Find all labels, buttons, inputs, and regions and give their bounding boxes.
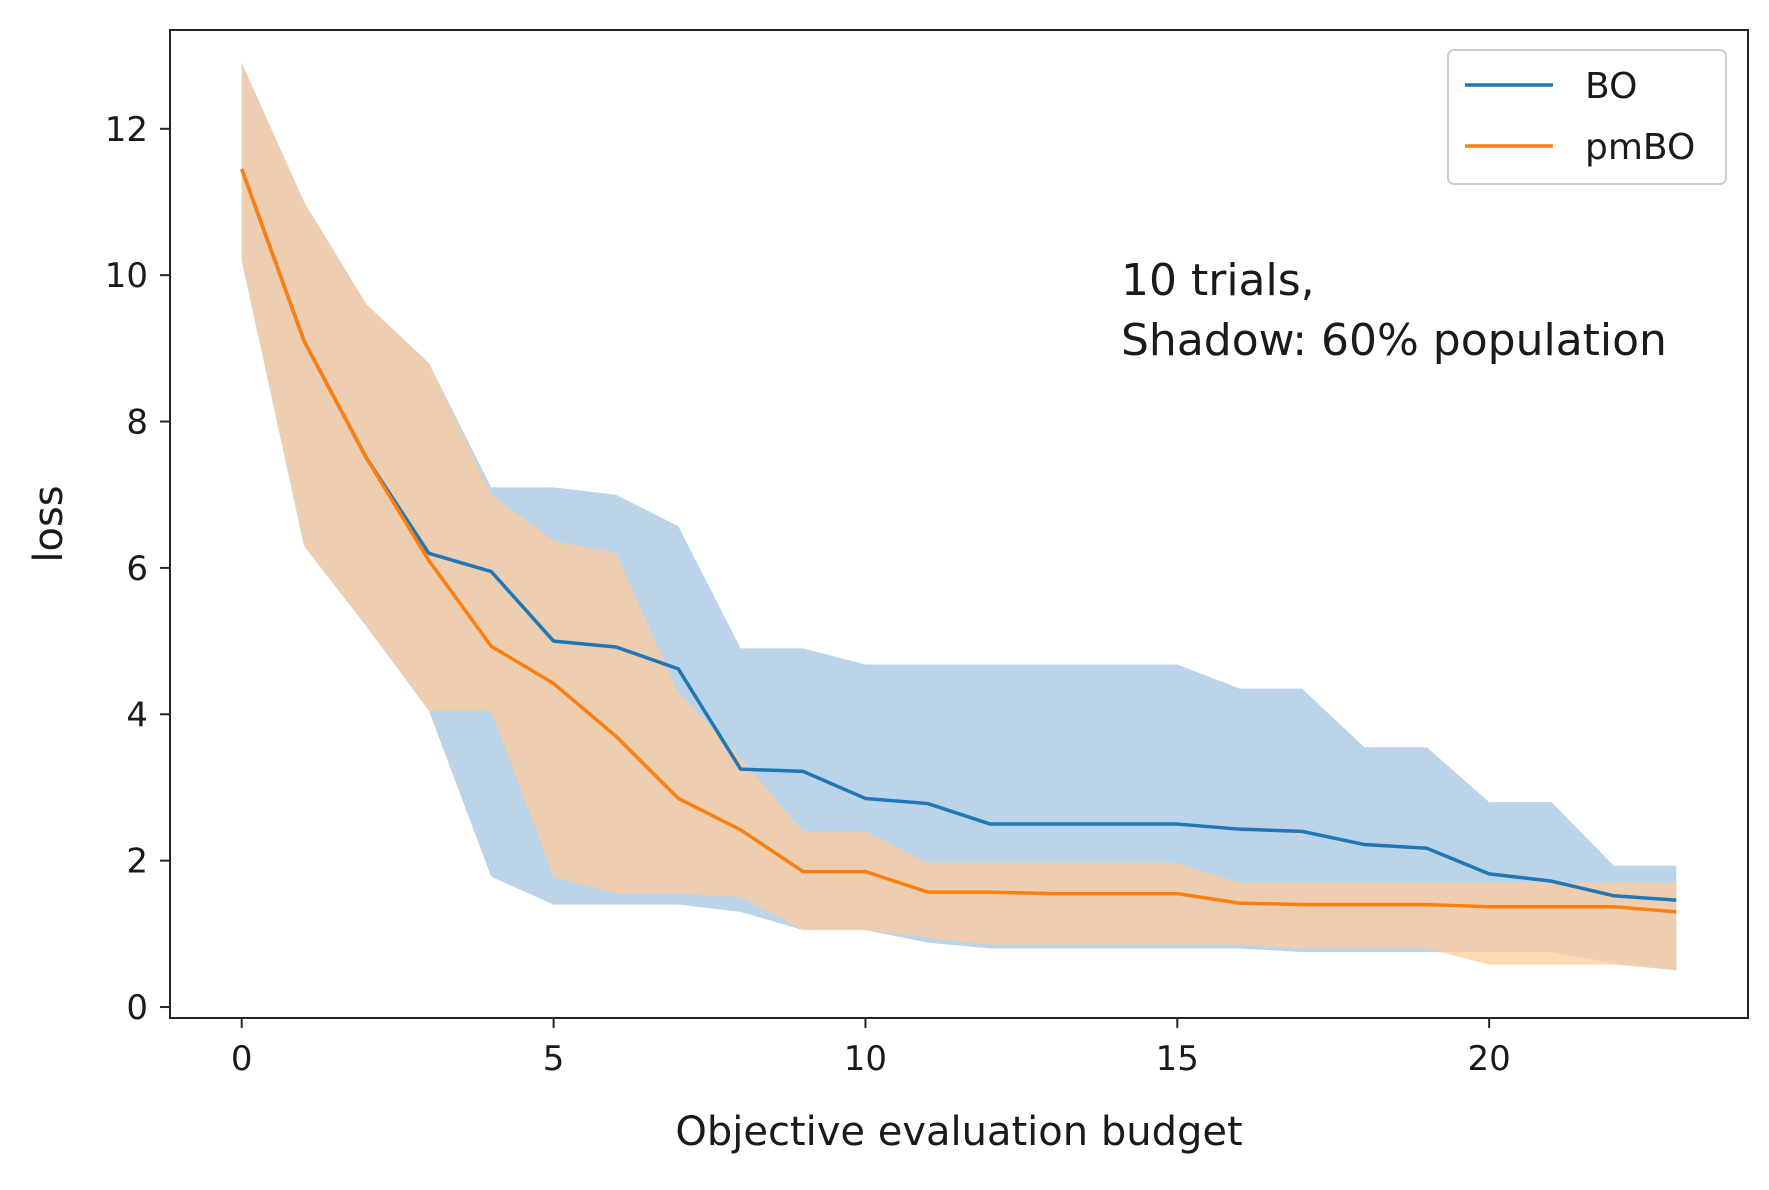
- x-tick-label: 10: [844, 1039, 887, 1079]
- x-axis-title: Objective evaluation budget: [675, 1109, 1242, 1155]
- y-axis-ticks: 0 2 4 6 8 10 12: [105, 110, 170, 1028]
- x-tick-label: 15: [1156, 1039, 1199, 1079]
- y-tick-label: 2: [126, 842, 148, 882]
- series-line-bo: [240, 168, 1677, 902]
- plot-frame: [169, 29, 1749, 1019]
- y-tick-label: 12: [105, 110, 148, 150]
- legend-label-pmbo: pmBO: [1585, 127, 1695, 168]
- y-tick-label: 0: [126, 988, 148, 1028]
- y-tick-label: 4: [126, 695, 148, 735]
- confidence-bands: [241, 62, 1677, 971]
- series-lines: [240, 168, 1677, 914]
- x-tick-label: 20: [1468, 1039, 1511, 1079]
- legend-label-bo: BO: [1585, 66, 1637, 107]
- series-line-pmbo: [240, 168, 1677, 914]
- y-axis-title: loss: [26, 485, 72, 562]
- legend: BO pmBO: [1447, 49, 1727, 185]
- band-pmbo: [241, 62, 1677, 971]
- x-axis-ticks: 0 5 10 15 20: [231, 1018, 1511, 1079]
- x-tick-label: 0: [231, 1039, 253, 1079]
- y-tick-label: 6: [126, 549, 148, 589]
- annotation-line-1: 10 trials,: [1121, 255, 1315, 306]
- x-tick-label: 5: [543, 1039, 565, 1079]
- annotation-line-2: Shadow: 60% population: [1121, 315, 1667, 366]
- y-tick-label: 10: [105, 256, 148, 296]
- y-tick-label: 8: [126, 403, 148, 443]
